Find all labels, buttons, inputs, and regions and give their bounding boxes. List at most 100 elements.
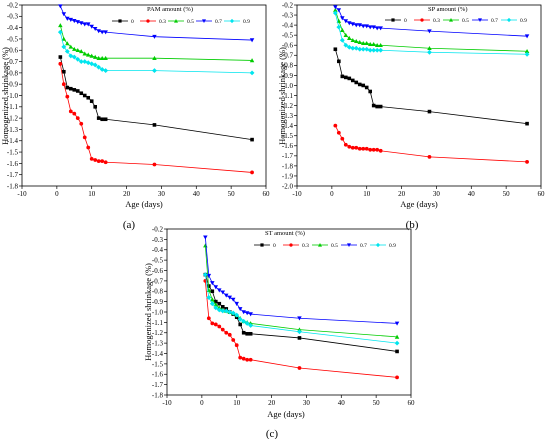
legend-label: 0.3 bbox=[159, 19, 166, 25]
data-point bbox=[244, 311, 250, 316]
data-point bbox=[375, 147, 380, 152]
data-point bbox=[227, 332, 232, 337]
data-point bbox=[346, 44, 352, 50]
panel-label: (b) bbox=[406, 219, 419, 231]
data-point bbox=[360, 40, 366, 46]
legend: ST amount (%) 0 0.3 0.5 0.7 0.9 bbox=[254, 230, 396, 249]
data-point bbox=[216, 307, 222, 313]
data-point bbox=[230, 297, 236, 302]
data-point bbox=[297, 366, 302, 370]
data-point bbox=[79, 121, 84, 126]
data-point bbox=[250, 137, 254, 142]
data-point bbox=[152, 55, 157, 60]
data-point bbox=[82, 135, 87, 140]
legend-label: 0.5 bbox=[187, 19, 194, 25]
y-tick-label: -1.4 bbox=[152, 350, 164, 358]
data-point bbox=[364, 146, 369, 151]
y-tick-label: -1.6 bbox=[7, 160, 19, 168]
data-point bbox=[427, 109, 432, 114]
y-tick-label: -1.9 bbox=[282, 172, 294, 180]
data-point bbox=[93, 105, 97, 109]
data-point bbox=[152, 123, 157, 127]
y-tick-label: -0.5 bbox=[152, 257, 164, 265]
data-point bbox=[220, 327, 225, 332]
y-tick-label: -0.3 bbox=[282, 11, 294, 19]
series-0.9 bbox=[202, 272, 400, 346]
data-point bbox=[394, 321, 400, 326]
data-point bbox=[353, 45, 359, 51]
data-point bbox=[62, 69, 66, 74]
data-point bbox=[427, 49, 432, 55]
data-point bbox=[72, 88, 77, 92]
data-point bbox=[210, 289, 215, 294]
x-tick-label: 0 bbox=[200, 399, 204, 407]
data-point bbox=[368, 147, 373, 152]
data-point bbox=[360, 46, 366, 52]
legend-label: 0.9 bbox=[243, 19, 250, 25]
x-axis-title: Age (days) bbox=[267, 409, 305, 419]
series-0.7 bbox=[203, 235, 400, 326]
series-0.5 bbox=[58, 23, 255, 63]
chart-panel-2: -10 0 10 20 30 40 50 60 -0.2 -0.3 -0.4 -0.5 -0.6 -0.7… bbox=[277, 1, 545, 231]
data-point bbox=[213, 305, 219, 311]
data-point bbox=[241, 330, 246, 335]
data-point bbox=[241, 356, 246, 361]
data-point bbox=[96, 64, 102, 70]
data-point bbox=[96, 116, 101, 120]
data-point bbox=[354, 23, 359, 28]
y-tick-label: -0.6 bbox=[152, 267, 164, 275]
data-point bbox=[248, 323, 254, 328]
data-point bbox=[395, 375, 399, 380]
data-point bbox=[371, 103, 376, 108]
y-tick-label: -0.2 bbox=[7, 1, 19, 9]
y-tick-label: -0.8 bbox=[282, 62, 294, 70]
y-tick-label: -1.1 bbox=[282, 92, 294, 100]
data-point bbox=[103, 117, 108, 122]
data-point bbox=[340, 16, 345, 21]
data-point bbox=[217, 288, 222, 293]
legend-swatch-marker bbox=[391, 18, 395, 22]
x-tick-label: 20 bbox=[398, 190, 406, 198]
data-point bbox=[241, 310, 246, 315]
y-tick-label: -1.1 bbox=[152, 319, 164, 327]
data-point bbox=[367, 25, 373, 30]
data-point bbox=[249, 70, 255, 76]
y-tick-label: -1.8 bbox=[282, 162, 294, 170]
data-point bbox=[103, 55, 108, 60]
legend: SP amount (%) 0 0.3 0.5 0.7 0.9 bbox=[385, 6, 527, 24]
x-tick-label: 40 bbox=[193, 190, 201, 198]
series-0 bbox=[58, 55, 254, 142]
data-point bbox=[378, 104, 383, 109]
legend-title: SP amount (%) bbox=[428, 6, 467, 13]
y-tick-label: -0.4 bbox=[282, 22, 294, 30]
data-point bbox=[58, 23, 63, 28]
legend-label: 0 bbox=[404, 18, 407, 24]
data-point bbox=[57, 29, 63, 35]
legend-swatch-marker bbox=[260, 243, 264, 247]
data-point bbox=[343, 142, 348, 147]
data-point bbox=[89, 99, 94, 103]
data-point bbox=[202, 272, 208, 278]
y-tick-label: -0.6 bbox=[7, 47, 19, 55]
data-point bbox=[152, 68, 157, 74]
data-point bbox=[206, 273, 212, 278]
data-point bbox=[68, 44, 74, 49]
data-point bbox=[297, 329, 302, 335]
data-point bbox=[100, 159, 105, 164]
data-point bbox=[347, 21, 352, 26]
data-point bbox=[230, 310, 236, 316]
data-point bbox=[350, 78, 355, 83]
data-point bbox=[333, 7, 338, 12]
data-point bbox=[248, 312, 253, 317]
series-0.3 bbox=[333, 123, 529, 164]
data-point bbox=[206, 295, 212, 300]
x-tick-label: 60 bbox=[263, 190, 271, 198]
y-tick-label: -0.8 bbox=[152, 288, 164, 296]
data-point bbox=[238, 355, 243, 360]
data-point bbox=[367, 47, 373, 53]
data-point bbox=[340, 136, 345, 141]
legend-label: 0.5 bbox=[462, 18, 469, 24]
data-point bbox=[89, 53, 94, 58]
legend-swatch-marker bbox=[375, 242, 381, 248]
